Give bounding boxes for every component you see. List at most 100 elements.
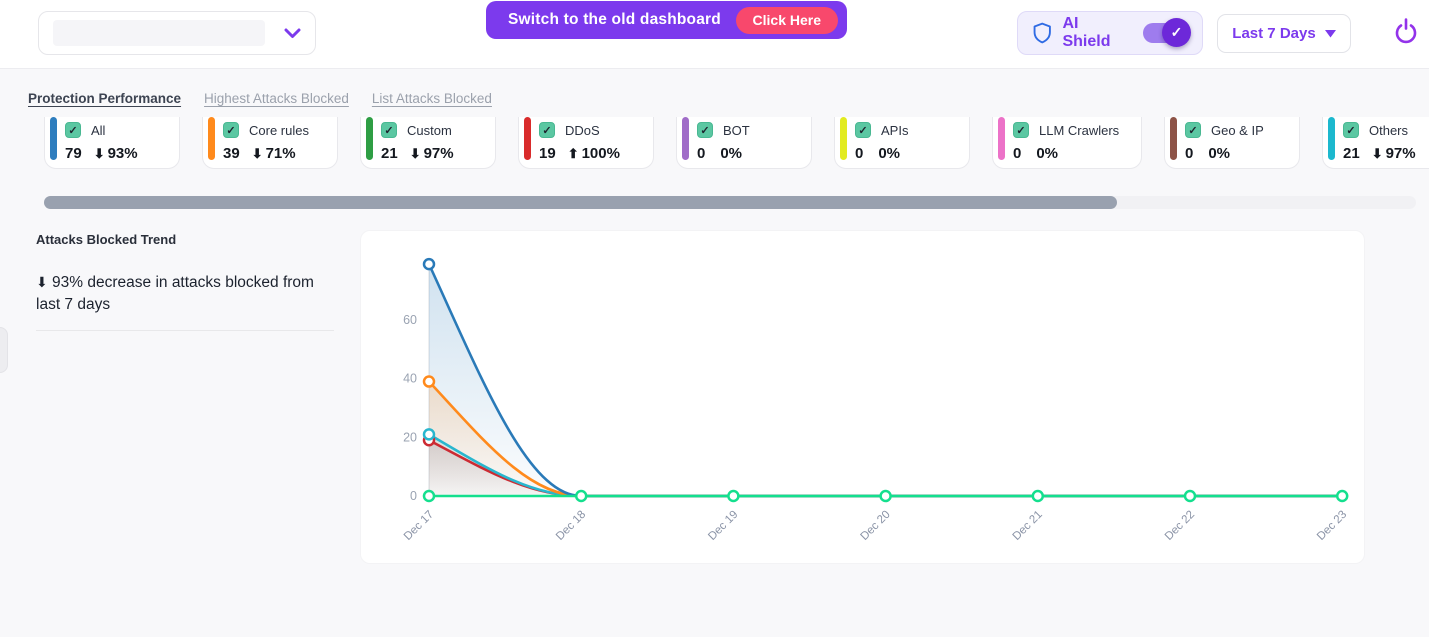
trend-arrow-icon: ⬇: [409, 145, 421, 161]
attack-card[interactable]: ✓ DDoS 19 ⬆ 100%: [518, 117, 654, 169]
category-checkbox[interactable]: ✓: [381, 122, 397, 138]
category-color-bar: [208, 117, 215, 160]
trend-percent: 93%: [107, 145, 138, 162]
category-label: All: [91, 122, 106, 138]
category-label: Core rules: [249, 122, 309, 138]
caret-down-icon: [1324, 29, 1336, 37]
category-value: 0: [1013, 145, 1022, 162]
trend-percent: 97%: [423, 145, 454, 162]
svg-text:Dec 21: Dec 21: [1011, 509, 1045, 543]
site-selector-dropdown[interactable]: [38, 11, 316, 55]
attacks-blocked-trend-chart[interactable]: 0 20 40 60 Dec 17 Dec 18 Dec 19 Dec 20 Dec 21 Dec…: [361, 231, 1364, 563]
category-value: 19: [539, 145, 556, 162]
trend-panel-title: Attacks Blocked Trend: [36, 232, 177, 247]
category-label: Custom: [407, 122, 452, 138]
attack-card[interactable]: ✓ BOT 0 0%: [676, 117, 812, 169]
category-value: 21: [1343, 145, 1360, 162]
trend-percent: 0%: [878, 145, 901, 162]
ai-shield-control: AI Shield ✓: [1017, 11, 1203, 55]
trend-summary: ⬇ 93% decrease in attacks blocked from l…: [36, 272, 334, 331]
cards-scrollbar-track[interactable]: [44, 196, 1416, 209]
check-icon: ✓: [858, 124, 868, 137]
svg-text:Dec 18: Dec 18: [554, 509, 588, 543]
trend-arrow-icon: ⬆: [567, 145, 579, 161]
svg-text:60: 60: [403, 313, 417, 327]
trend-percent: 0%: [720, 145, 743, 162]
check-icon: ✓: [68, 124, 78, 137]
trend-percent: 0%: [1036, 145, 1059, 162]
attack-cards-row: ✓ All 79 ⬇ 93% ✓ Core rules 39 ⬇ 71% ✓ Custom 2…: [44, 117, 1429, 169]
check-icon: ✓: [1016, 124, 1026, 137]
chevron-down-icon: [284, 28, 301, 38]
check-icon: ✓: [1346, 124, 1356, 137]
category-label: Geo & IP: [1211, 122, 1264, 138]
category-color-bar: [1328, 117, 1335, 160]
tab-highest-attacks-blocked[interactable]: Highest Attacks Blocked: [204, 91, 349, 106]
date-range-dropdown[interactable]: Last 7 Days: [1217, 14, 1351, 53]
trend-percent: 97%: [1385, 145, 1416, 162]
category-label: APIs: [881, 122, 909, 138]
attack-card[interactable]: ✓ Core rules 39 ⬇ 71%: [202, 117, 338, 169]
category-label: LLM Crawlers: [1039, 122, 1120, 138]
category-checkbox[interactable]: ✓: [855, 122, 871, 138]
cards-scrollbar-thumb[interactable]: [44, 196, 1117, 209]
category-checkbox[interactable]: ✓: [1013, 122, 1029, 138]
click-here-button[interactable]: Click Here: [735, 6, 838, 34]
logout-power-button[interactable]: [1389, 15, 1423, 49]
trend-arrow-icon: ⬇: [251, 145, 263, 161]
site-name-redacted: [53, 20, 265, 46]
svg-text:20: 20: [403, 430, 417, 444]
category-checkbox[interactable]: ✓: [1343, 122, 1359, 138]
category-checkbox[interactable]: ✓: [1185, 122, 1201, 138]
category-color-bar: [840, 117, 847, 160]
top-bar: Switch to the old dashboard Click Here A…: [0, 0, 1429, 69]
section-tabs: Protection Performance Highest Attacks B…: [28, 91, 492, 106]
category-value: 79: [65, 145, 82, 162]
attack-card[interactable]: ✓ LLM Crawlers 0 0%: [992, 117, 1142, 169]
svg-text:40: 40: [403, 372, 417, 386]
trend-chart-card: 0 20 40 60 Dec 17 Dec 18 Dec 19 Dec 20 Dec 21 Dec…: [360, 230, 1365, 564]
category-checkbox[interactable]: ✓: [539, 122, 555, 138]
category-value: 21: [381, 145, 398, 162]
trend-panel: Attacks Blocked Trend ⬇ 93% decrease in …: [36, 232, 334, 331]
svg-text:Dec 23: Dec 23: [1315, 509, 1349, 543]
category-label: Others: [1369, 122, 1409, 138]
toggle-check-icon: ✓: [1162, 18, 1191, 47]
trend-percent: 100%: [581, 145, 620, 162]
category-color-bar: [998, 117, 1005, 160]
attack-card[interactable]: ✓ Custom 21 ⬇ 97%: [360, 117, 496, 169]
trend-arrow-icon: ⬇: [93, 145, 105, 161]
power-icon: [1395, 18, 1417, 44]
check-icon: ✓: [700, 124, 710, 137]
category-color-bar: [50, 117, 57, 160]
trend-percent: 0%: [1208, 145, 1231, 162]
trend-arrow-icon: ⬇: [1371, 145, 1383, 161]
tab-protection-performance[interactable]: Protection Performance: [28, 91, 182, 106]
category-color-bar: [1170, 117, 1177, 160]
category-checkbox[interactable]: ✓: [697, 122, 713, 138]
svg-text:Dec 17: Dec 17: [402, 509, 436, 543]
category-checkbox[interactable]: ✓: [65, 122, 81, 138]
attack-card[interactable]: ✓ All 79 ⬇ 93%: [44, 117, 180, 169]
svg-text:Dec 19: Dec 19: [706, 509, 740, 543]
category-color-bar: [524, 117, 531, 160]
ai-shield-toggle[interactable]: ✓: [1143, 18, 1191, 47]
ai-shield-label: AI Shield: [1062, 15, 1111, 50]
category-checkbox[interactable]: ✓: [223, 122, 239, 138]
category-label: DDoS: [565, 122, 600, 138]
check-icon: ✓: [542, 124, 552, 137]
attack-card[interactable]: ✓ Others 21 ⬇ 97%: [1322, 117, 1429, 169]
check-icon: ✓: [226, 124, 236, 137]
trend-down-arrow-icon: ⬇: [36, 274, 48, 290]
category-value: 0: [1185, 145, 1194, 162]
check-icon: ✓: [384, 124, 394, 137]
banner-text: Switch to the old dashboard: [508, 11, 721, 28]
attack-card[interactable]: ✓ Geo & IP 0 0%: [1164, 117, 1300, 169]
left-edge-handle[interactable]: [0, 327, 8, 373]
category-color-bar: [682, 117, 689, 160]
tab-list-attacks-blocked[interactable]: List Attacks Blocked: [371, 91, 492, 106]
attack-card[interactable]: ✓ APIs 0 0%: [834, 117, 970, 169]
category-label: BOT: [723, 122, 750, 138]
date-range-label: Last 7 Days: [1232, 25, 1316, 42]
